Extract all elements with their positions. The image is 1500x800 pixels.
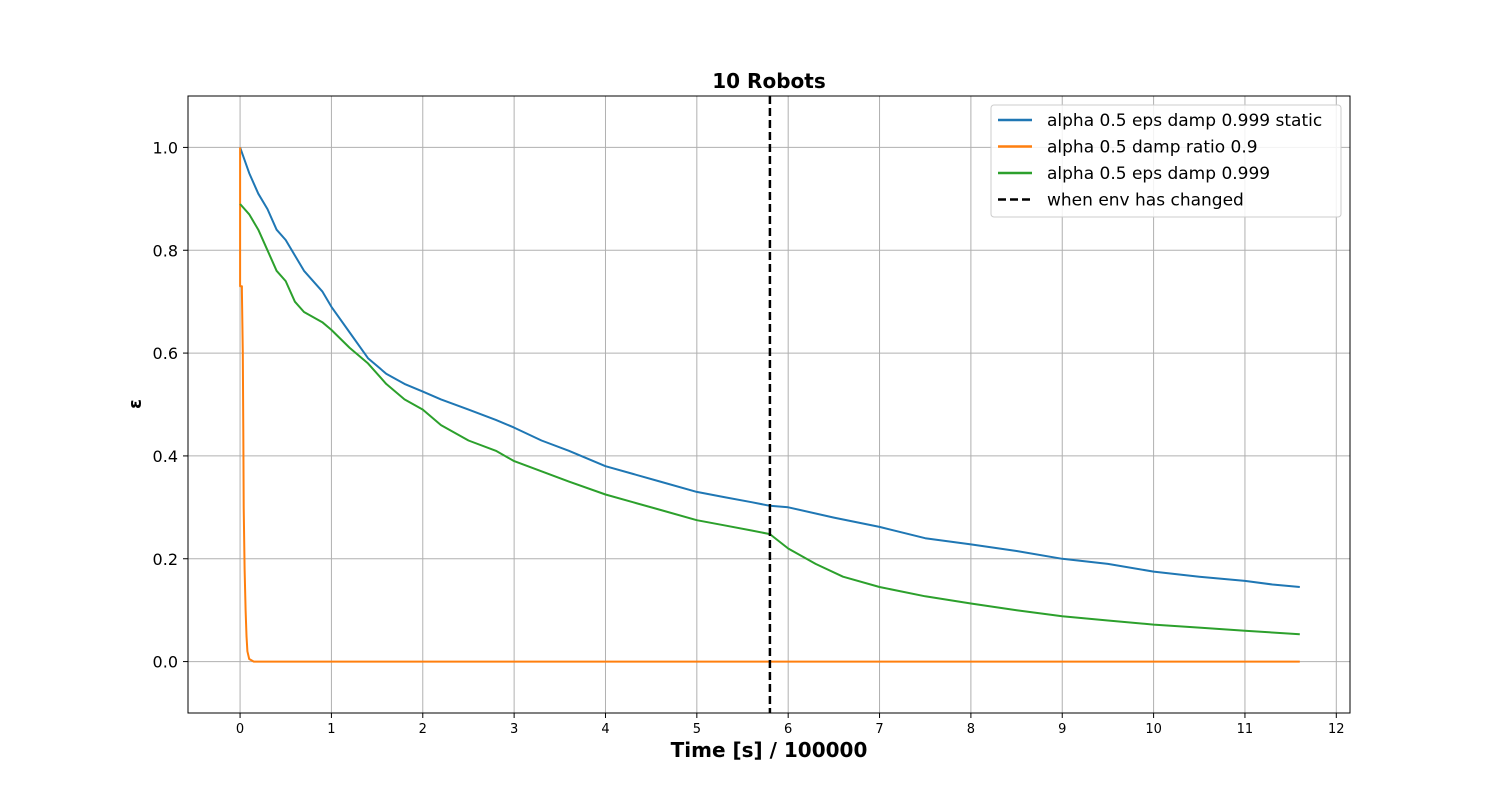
y-tick-label: 0.2 bbox=[153, 550, 178, 569]
x-tick-label: 7 bbox=[875, 722, 883, 737]
x-tick-label: 9 bbox=[1058, 722, 1066, 737]
legend: alpha 0.5 eps damp 0.999 static alpha 0.… bbox=[990, 104, 1342, 218]
y-tick-label: 0.0 bbox=[153, 653, 178, 672]
y-tick-label: 0.6 bbox=[153, 344, 178, 363]
x-tick-label: 2 bbox=[419, 722, 427, 737]
legend-entry-label: alpha 0.5 damp ratio 0.9 bbox=[1047, 138, 1258, 158]
series-line-2 bbox=[239, 147, 1300, 663]
series-line-3 bbox=[239, 203, 1300, 636]
x-tick-label: 4 bbox=[601, 722, 609, 737]
x-tick-label: 3 bbox=[510, 722, 518, 737]
y-tick-label: 1.0 bbox=[153, 138, 178, 157]
x-tick-label: 5 bbox=[693, 722, 701, 737]
x-axis-label: Time [s] / 100000 bbox=[671, 738, 868, 762]
axis-ticks: 0 1 2 3 4 5 6 7 8 9 10 11 120.00.20.40.60.81.0 bbox=[153, 138, 1345, 737]
x-tick-label: 12 bbox=[1328, 722, 1345, 737]
y-axis-label: ε bbox=[125, 399, 146, 409]
x-tick-label: 6 bbox=[784, 722, 792, 737]
x-tick-label: 8 bbox=[967, 722, 975, 737]
x-tick-label: 1 bbox=[327, 722, 335, 737]
x-tick-label: 0 bbox=[236, 722, 244, 737]
plot-area-frame bbox=[187, 95, 1351, 714]
y-tick-label: 0.8 bbox=[153, 241, 178, 260]
y-tick-label: 0.4 bbox=[153, 447, 178, 466]
legend-box bbox=[990, 104, 1342, 218]
series-lines bbox=[239, 147, 1300, 663]
series-line-1 bbox=[239, 147, 1300, 588]
legend-entry-label: alpha 0.5 eps damp 0.999 bbox=[1047, 164, 1270, 184]
legend-entry-label: alpha 0.5 eps damp 0.999 static bbox=[1047, 111, 1322, 131]
legend-entry-label: when env has changed bbox=[1047, 191, 1244, 211]
x-tick-label: 11 bbox=[1237, 722, 1254, 737]
x-tick-label: 10 bbox=[1145, 722, 1162, 737]
chart-title: 10 Robots bbox=[712, 69, 825, 93]
